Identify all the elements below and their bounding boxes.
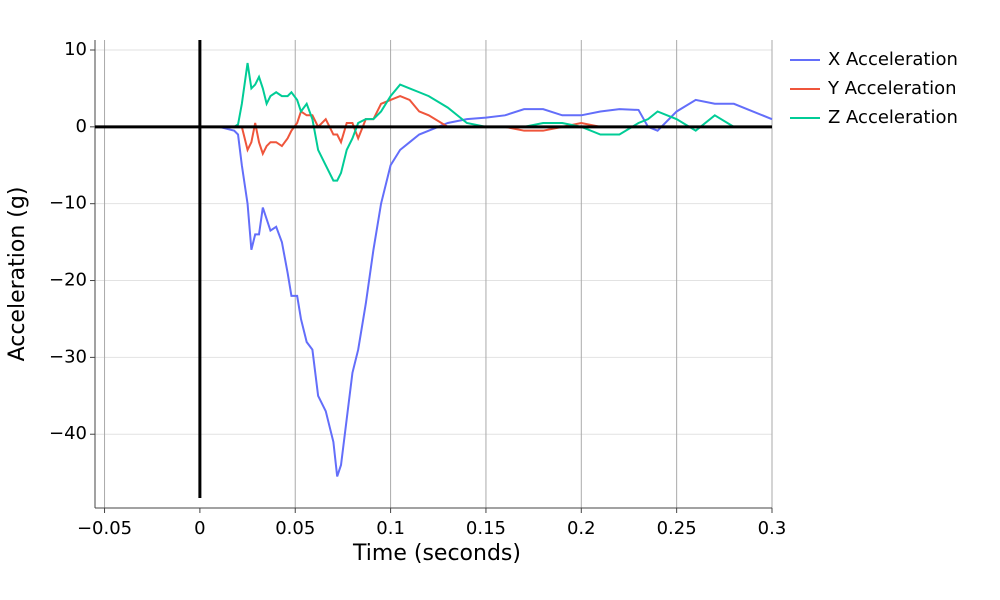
x-tick-label: 0.1 <box>376 518 405 539</box>
x-tick-label: 0.05 <box>275 518 315 539</box>
x-tick-label: −0.05 <box>77 518 132 539</box>
data-line <box>104 98 773 477</box>
x-tick-label: 0.2 <box>567 518 596 539</box>
x-axis-title: Time (seconds) <box>352 541 521 566</box>
x-tick-label: 0 <box>194 518 205 539</box>
y-tick-label: 0 <box>76 116 87 137</box>
x-tick-label: 0.3 <box>758 518 787 539</box>
y-axis-title: Acceleration (g) <box>5 187 30 362</box>
y-tick-label: −20 <box>49 270 87 291</box>
x-tick-label: 0.25 <box>657 518 697 539</box>
y-tick-label: 10 <box>64 39 87 60</box>
y-tick-label: −10 <box>49 193 87 214</box>
data-line <box>104 62 772 182</box>
y-tick-label: −40 <box>49 423 87 444</box>
legend-label: Z Acceleration <box>828 107 958 128</box>
legend-label: X Acceleration <box>828 49 958 70</box>
legend-label: Y Acceleration <box>827 78 957 99</box>
y-tick-label: −30 <box>49 346 87 367</box>
data-line <box>104 95 772 157</box>
x-tick-label: 0.15 <box>466 518 506 539</box>
